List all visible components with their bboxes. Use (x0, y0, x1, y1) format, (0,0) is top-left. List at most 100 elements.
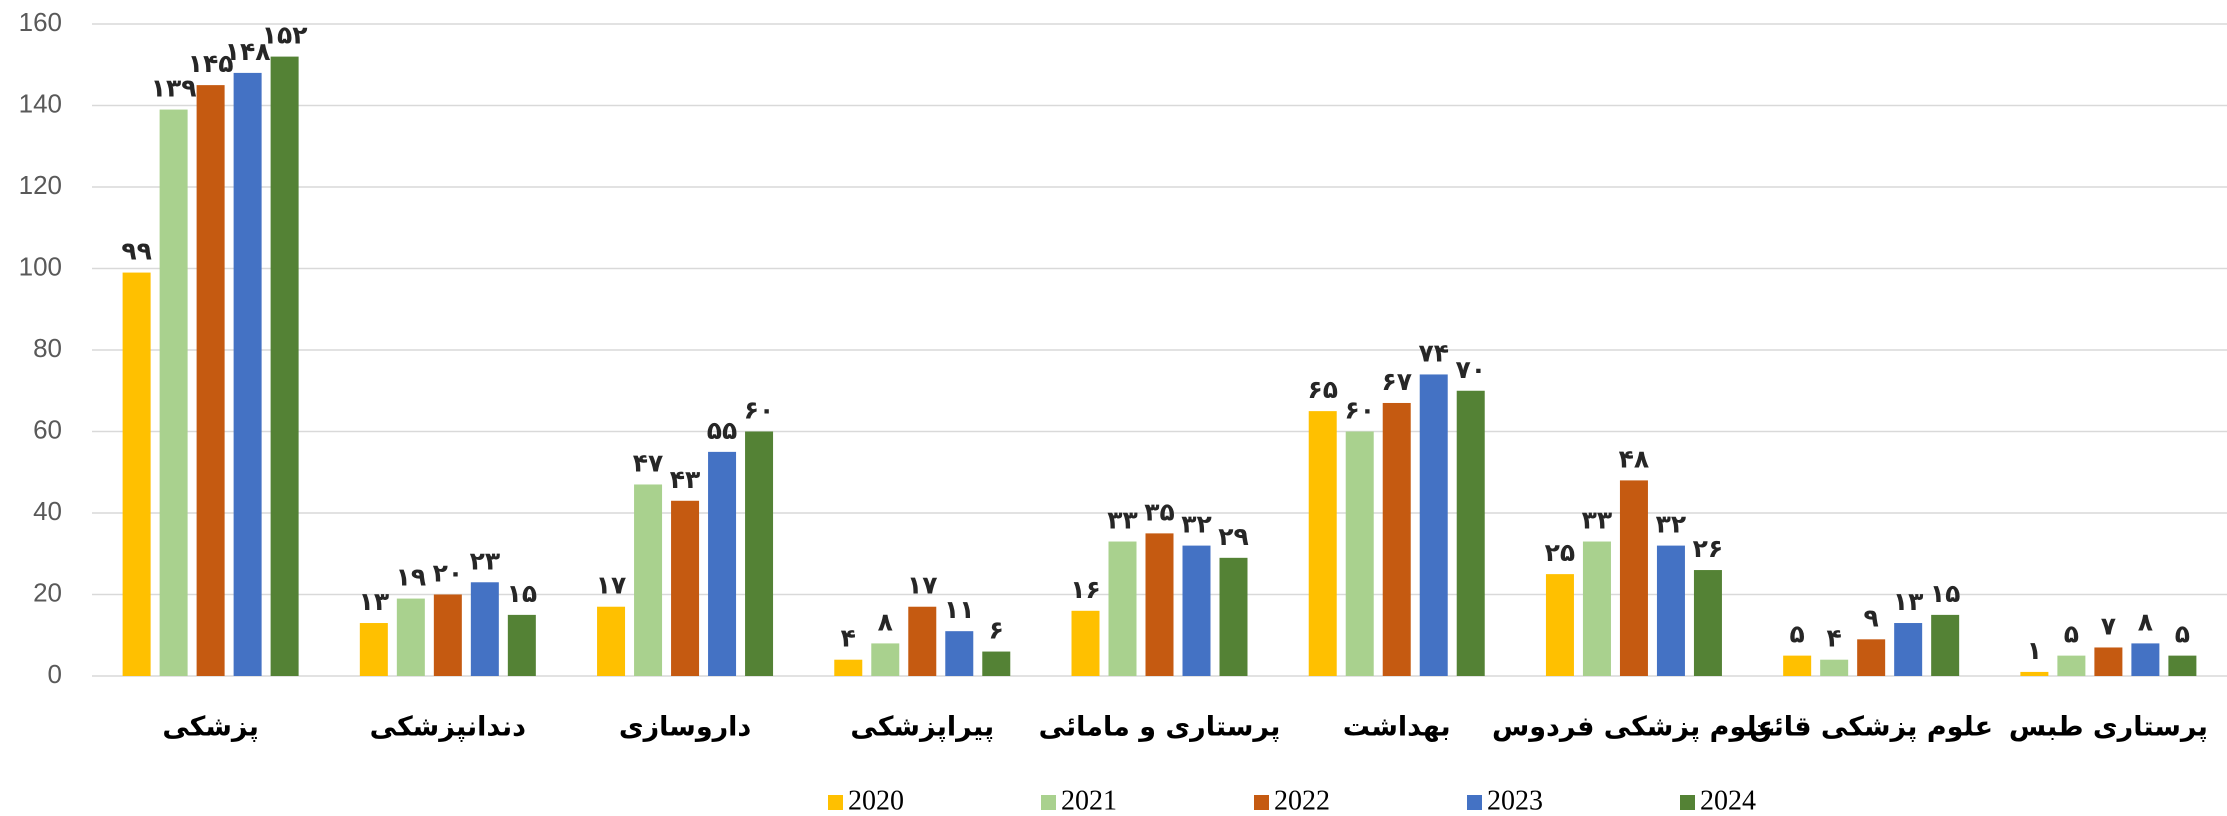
data-label: ۷ (2101, 611, 2116, 640)
data-label: ۲۶ (1693, 534, 1724, 563)
bar (671, 500, 700, 676)
bar (634, 484, 663, 676)
y-tick-label: 100 (19, 251, 62, 281)
bar (982, 651, 1011, 676)
bar (945, 631, 974, 676)
bar (1345, 431, 1374, 676)
bar (359, 623, 388, 676)
bar (2131, 643, 2160, 676)
data-label: ۳۲ (1656, 510, 1687, 539)
data-label: ۷۰ (1455, 355, 1486, 384)
y-tick-label: 60 (33, 414, 62, 444)
data-label: ۶ (989, 616, 1004, 645)
data-label: ۶۵ (1307, 375, 1338, 404)
bar (708, 451, 737, 676)
bar (122, 272, 151, 676)
bar (2094, 647, 2123, 676)
bar (196, 85, 225, 676)
data-label: ۱۳ (1893, 587, 1924, 616)
data-label: ۳۳ (1582, 506, 1613, 535)
bar (1419, 374, 1448, 676)
bar (1382, 402, 1411, 676)
bar (507, 614, 536, 676)
legend-swatch (1467, 795, 1482, 810)
data-label: ۶۷ (1381, 367, 1412, 396)
bar (1308, 411, 1337, 676)
data-label: ۴۳ (670, 465, 701, 494)
y-tick-label: 140 (19, 88, 62, 118)
x-tick-label: دندانپزشکی (370, 712, 526, 743)
data-label: ۹ (1864, 603, 1879, 632)
data-label: ۵۵ (707, 416, 738, 445)
bar (2168, 655, 2197, 676)
data-label: ۱۴۵ (188, 49, 234, 78)
bar (1145, 533, 1174, 676)
data-label: ۷۴ (1418, 338, 1449, 367)
bar (1582, 541, 1611, 676)
data-label: ۴ (1827, 624, 1842, 653)
bar (2020, 671, 2049, 676)
x-tick-label: علوم پزشکی فردوس (1492, 712, 1776, 743)
data-label: ۵ (2064, 620, 2079, 649)
data-label: ۱۴۸ (225, 37, 271, 66)
bar (1182, 545, 1211, 676)
legend-label: 2020 (848, 785, 904, 816)
data-label: ۹۹ (121, 237, 152, 266)
x-tick-label: علوم پزشکی قائن (1749, 712, 1993, 743)
data-label: ۴۷ (633, 448, 664, 477)
bar (871, 643, 900, 676)
data-label: ۸ (878, 607, 893, 636)
bar (433, 594, 462, 676)
legend-label: 2021 (1061, 785, 1117, 816)
bar (2057, 655, 2086, 676)
bar (908, 606, 937, 676)
legend-label: 2022 (1274, 785, 1330, 816)
bar (1456, 390, 1485, 676)
data-label: ۱۱ (944, 595, 975, 624)
bar (470, 582, 499, 676)
y-tick-label: 40 (33, 496, 62, 526)
bar (1656, 545, 1685, 676)
data-label: ۱۳ (359, 587, 390, 616)
x-tick-label: بهداشت (1343, 712, 1451, 743)
legend-swatch (828, 795, 843, 810)
data-label: ۶۰ (744, 396, 775, 425)
data-label: ۱۵۲ (262, 21, 308, 50)
bar (1108, 541, 1137, 676)
data-label: ۱ (2027, 636, 2042, 665)
data-label: ۳۵ (1144, 497, 1175, 526)
data-label: ۱۷ (596, 571, 627, 600)
bar (270, 56, 299, 677)
bar (1820, 659, 1849, 676)
bar (1219, 557, 1248, 676)
data-label: ۴ (841, 624, 856, 653)
x-tick-label: پرستاری طبس (2009, 712, 2208, 743)
legend-swatch (1041, 795, 1056, 810)
bar (1693, 570, 1722, 676)
data-label: ۱۳۹ (151, 74, 197, 103)
data-label: ۵ (2175, 620, 2190, 649)
data-label: ۲۳ (470, 546, 501, 575)
y-tick-label: 120 (19, 170, 62, 200)
legend-label: 2023 (1487, 785, 1543, 816)
y-tick-label: 0 (48, 659, 62, 689)
data-label: ۱۹ (396, 563, 427, 592)
data-label: ۵ (1790, 620, 1805, 649)
data-label: ۱۵ (1930, 579, 1961, 608)
bar (1619, 480, 1648, 676)
data-label: ۸ (2138, 607, 2153, 636)
legend-label: 2024 (1700, 785, 1756, 816)
bar (1931, 614, 1960, 676)
data-label: ۳۲ (1181, 510, 1212, 539)
bar (1857, 639, 1886, 676)
bar (396, 598, 425, 676)
bar (159, 109, 188, 676)
data-label: ۳۳ (1107, 506, 1138, 535)
x-tick-label: داروسازی (619, 712, 751, 743)
data-label: ۱۷ (907, 571, 938, 600)
bar (1545, 574, 1574, 676)
data-label: ۲۰ (433, 559, 464, 588)
bar (233, 72, 262, 676)
legend-swatch (1254, 795, 1269, 810)
